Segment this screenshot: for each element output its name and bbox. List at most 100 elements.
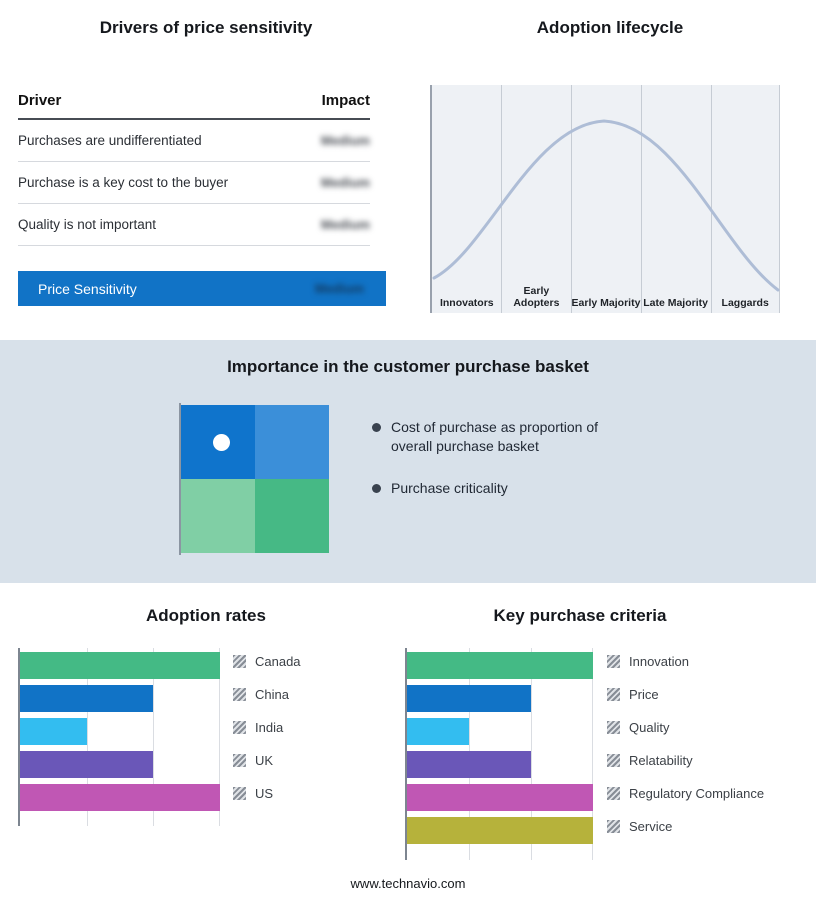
gridline [779, 85, 780, 313]
gridline [711, 85, 712, 313]
legend-label: Price [629, 687, 659, 702]
legend-hatch-icon [233, 688, 246, 701]
legend-item: Canada [233, 648, 301, 675]
list-item: Purchase criticality [372, 479, 652, 498]
key-purchase-criteria-chart [405, 648, 593, 860]
legend-item: India [233, 714, 301, 741]
stage-label: Innovators [439, 296, 494, 309]
bar-regulatory-compliance [407, 784, 593, 811]
lifecycle-chart: Innovators Early Adopters Early Majority… [430, 85, 780, 313]
basket-section: Importance in the customer purchase bask… [0, 340, 816, 583]
key-purchase-criteria-legend: Innovation Price Quality Relatability Re… [607, 648, 764, 846]
legend-item: Regulatory Compliance [607, 780, 764, 807]
bullet-icon [372, 483, 381, 493]
legend-hatch-icon [233, 655, 246, 668]
legend-label: Regulatory Compliance [629, 786, 765, 801]
website-link[interactable]: www.technavio.com [350, 876, 466, 891]
legend-label: Relatability [629, 753, 693, 768]
drivers-table-header: Driver Impact [18, 92, 370, 120]
legend-label: US [255, 786, 274, 801]
quadrant-matrix [181, 405, 329, 553]
legend-label: India [255, 720, 284, 735]
basket-title: Importance in the customer purchase bask… [227, 357, 589, 376]
price-sensitivity-value: Medium [314, 281, 364, 296]
gridline [86, 648, 88, 826]
bar-uk [20, 751, 154, 778]
stage-label: Early Adopters [513, 284, 560, 309]
price-sensitivity-label: Price Sensitivity [38, 280, 137, 297]
legend-hatch-icon [233, 754, 246, 767]
legend-label: Innovation [629, 654, 689, 669]
legend-item: Quality [607, 714, 764, 741]
adoption-rates-chart [18, 648, 220, 826]
impact-cell: Medium [320, 217, 370, 232]
bottom-section: Adoption rates Canada China India [0, 583, 816, 902]
bar-india [20, 718, 87, 745]
stage-label: Late Majority [643, 296, 708, 309]
legend-hatch-icon [607, 820, 620, 833]
adoption-rates-title: Adoption rates [146, 606, 266, 625]
quadrant-axis [179, 403, 181, 555]
basket-bullets: Cost of purchase as proportion of overal… [372, 418, 652, 521]
lifecycle-title: Adoption lifecycle [536, 18, 684, 37]
quadrant-bottom-right [255, 479, 329, 553]
legend-item: Price [607, 681, 764, 708]
stage-label: Early Majority [571, 296, 641, 309]
bar-china [20, 685, 154, 712]
impact-cell: Medium [320, 175, 370, 190]
gridline [641, 85, 642, 313]
bar-price [407, 685, 531, 712]
column-driver: Driver [18, 92, 62, 109]
bar-relatability [407, 751, 531, 778]
lifecycle-stage-labels: Innovators Early Adopters Early Majority… [432, 275, 780, 309]
driver-cell: Purchases are undifferentiated [18, 133, 202, 148]
legend-hatch-icon [607, 655, 620, 668]
legend-item: Innovation [607, 648, 764, 675]
bar-quality [407, 718, 469, 745]
legend-item: Relatability [607, 747, 764, 774]
quadrant-top-right [255, 405, 329, 479]
key-purchase-criteria-title: Key purchase criteria [493, 606, 667, 625]
drivers-table: Driver Impact Purchases are undifferenti… [18, 92, 370, 246]
bell-curve [432, 119, 780, 292]
bullet-text: Cost of purchase as proportion of overal… [391, 419, 599, 454]
bar-innovation [407, 652, 593, 679]
legend-item: UK [233, 747, 301, 774]
legend-hatch-icon [607, 721, 620, 734]
bar-service [407, 817, 593, 844]
legend-label: Quality [629, 720, 670, 735]
top-section: Drivers of price sensitivity Driver Impa… [0, 0, 816, 340]
driver-cell: Purchase is a key cost to the buyer [18, 175, 229, 190]
legend-hatch-icon [607, 787, 620, 800]
legend-hatch-icon [233, 721, 246, 734]
impact-cell: Medium [320, 133, 370, 148]
quadrant-bottom-left [181, 479, 255, 553]
gridline [592, 648, 593, 860]
bar-canada [20, 652, 220, 679]
bullet-icon [372, 423, 381, 432]
gridline [530, 648, 532, 860]
legend-hatch-icon [233, 787, 246, 800]
legend-hatch-icon [607, 688, 620, 701]
legend-item: China [233, 681, 301, 708]
legend-item: Service [607, 813, 764, 840]
driver-cell: Quality is not important [18, 217, 157, 232]
table-row: Quality is not important Medium [18, 204, 370, 246]
gridline [501, 85, 502, 313]
gridline [219, 648, 220, 826]
stage-label: Laggards [721, 296, 769, 309]
drivers-title: Drivers of price sensitivity [99, 18, 313, 37]
table-row: Purchases are undifferentiated Medium [18, 120, 370, 162]
legend-label: Canada [255, 654, 301, 669]
bar-us [20, 784, 220, 811]
gridline [153, 648, 155, 826]
legend-hatch-icon [607, 754, 620, 767]
gridline [571, 85, 572, 313]
price-sensitivity-bar: Price Sensitivity Medium [18, 271, 386, 306]
column-impact: Impact [321, 92, 370, 109]
legend-label: China [255, 687, 289, 702]
position-dot [213, 434, 230, 451]
table-row: Purchase is a key cost to the buyer Medi… [18, 162, 370, 204]
bullet-text: Purchase criticality [391, 479, 508, 496]
